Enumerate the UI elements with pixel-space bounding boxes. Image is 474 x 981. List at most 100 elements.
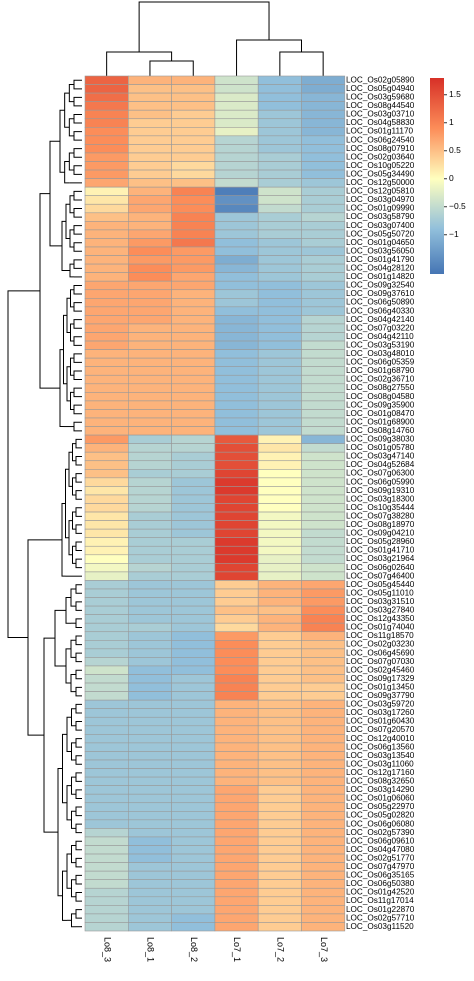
heatmap-cell xyxy=(301,768,346,778)
heatmap-cell xyxy=(128,255,172,265)
heatmap-cell xyxy=(128,109,172,120)
heatmap-cell xyxy=(214,323,259,333)
heatmap-cell xyxy=(257,887,302,898)
row-label: LOC_Os07g46400 xyxy=(346,571,415,580)
row-label: LOC_Os01g13450 xyxy=(346,682,415,691)
dendrogram-link xyxy=(70,639,76,658)
heatmap-cell xyxy=(214,409,259,419)
row-label: LOC_Os02g57390 xyxy=(346,828,415,837)
heatmap-cell xyxy=(128,289,172,299)
row-label: LOC_Os09g37610 xyxy=(346,289,415,298)
row-label: LOC_Os05g50720 xyxy=(346,229,415,238)
heatmap-cell xyxy=(84,520,129,530)
row-label: LOC_Os02g36710 xyxy=(346,375,415,384)
heatmap-cell xyxy=(301,460,346,470)
dendrogram-link xyxy=(43,637,58,833)
heatmap-cell xyxy=(214,896,259,906)
heatmap-cell xyxy=(128,768,172,778)
heatmap-cell xyxy=(128,340,172,350)
heatmap-cell xyxy=(84,272,129,282)
dendrogram-link xyxy=(73,190,82,201)
heatmap-cell xyxy=(301,255,346,265)
dendrogram-link xyxy=(68,84,74,103)
heatmap-cell xyxy=(171,212,216,222)
heatmap-cell xyxy=(257,828,302,838)
row-label: LOC_Os08g32650 xyxy=(346,777,415,786)
heatmap-cell xyxy=(84,109,129,120)
heatmap-cell xyxy=(301,349,346,359)
dendrogram-link xyxy=(65,203,70,239)
heatmap-cell xyxy=(84,657,129,667)
dendrogram-link xyxy=(66,716,72,752)
heatmap-cell xyxy=(301,545,346,556)
heatmap-cell xyxy=(171,759,216,769)
heatmap-cell xyxy=(84,374,129,385)
heatmap-cells xyxy=(84,75,346,932)
heatmap-cell xyxy=(257,417,302,427)
row-label: LOC_Os01g74040 xyxy=(346,623,415,632)
dendrogram-link xyxy=(75,438,82,449)
heatmap-cell xyxy=(171,349,216,359)
heatmap-cell xyxy=(84,75,129,85)
heatmap-cell xyxy=(128,682,172,692)
heatmap-cell xyxy=(257,503,302,513)
dendrogram-link xyxy=(73,387,82,398)
heatmap-cell xyxy=(257,409,302,419)
heatmap-cell xyxy=(214,682,259,692)
row-label: LOC_Os02g03640 xyxy=(346,152,415,161)
heatmap-cell xyxy=(214,622,259,633)
heatmap-cell xyxy=(301,699,346,710)
heatmap-cell xyxy=(171,400,216,410)
heatmap-cell xyxy=(214,528,259,539)
heatmap-cell xyxy=(257,246,302,256)
heatmap-cell xyxy=(128,195,172,205)
heatmap-cell xyxy=(84,828,129,838)
heatmap-cell xyxy=(128,127,172,137)
heatmap-cell xyxy=(84,622,129,633)
row-label: LOC_Os01g14820 xyxy=(346,272,415,281)
heatmap-cell xyxy=(128,503,172,513)
row-label: LOC_Os07g47970 xyxy=(346,862,415,871)
heatmap-cell xyxy=(257,674,302,684)
row-label: LOC_Os02g05890 xyxy=(346,75,415,84)
heatmap-cell xyxy=(171,614,216,624)
heatmap-cell xyxy=(214,306,259,316)
heatmap-cell xyxy=(257,862,302,872)
heatmap-cell xyxy=(257,349,302,359)
heatmap-cell xyxy=(171,716,216,727)
heatmap-cell xyxy=(84,776,129,786)
heatmap-cell xyxy=(214,511,259,521)
heatmap-cell xyxy=(171,409,216,419)
heatmap-cell xyxy=(257,468,302,479)
dendrogram-link xyxy=(75,909,82,919)
heatmap-cell xyxy=(257,699,302,710)
heatmap-cell xyxy=(214,819,259,829)
heatmap-cell xyxy=(128,879,172,889)
heatmap-cell xyxy=(301,169,346,179)
heatmap-cell xyxy=(257,101,302,111)
heatmap-cell xyxy=(257,631,302,641)
row-label: LOC_Os02g57710 xyxy=(346,913,415,922)
heatmap-cell xyxy=(214,614,259,624)
heatmap-cell xyxy=(171,178,216,188)
heatmap-cell xyxy=(84,580,129,590)
column-labels: Lo8_3 Lo8_1 Lo8_2 Lo7_1 Lo7_2 Lo7_3 xyxy=(102,937,328,962)
heatmap-cell xyxy=(128,716,172,727)
heatmap-cell xyxy=(301,417,346,427)
row-label: LOC_Os01g06060 xyxy=(346,794,415,803)
heatmap-cell xyxy=(214,853,259,863)
dendrogram-link xyxy=(73,421,82,432)
row-label: LOC_Os04g42140 xyxy=(346,315,415,324)
heatmap-cell xyxy=(214,263,259,273)
heatmap-cell xyxy=(171,101,216,111)
heatmap-cell xyxy=(301,682,346,692)
heatmap-cell xyxy=(171,451,216,462)
dendrogram-link xyxy=(75,874,82,885)
heatmap-cell xyxy=(84,913,129,923)
heatmap-cell xyxy=(171,793,216,804)
heatmap-cell xyxy=(214,905,259,915)
heatmap-cell xyxy=(301,657,346,667)
heatmap-cell xyxy=(214,657,259,667)
heatmap-cell xyxy=(84,280,129,291)
heatmap-cell xyxy=(214,870,259,881)
